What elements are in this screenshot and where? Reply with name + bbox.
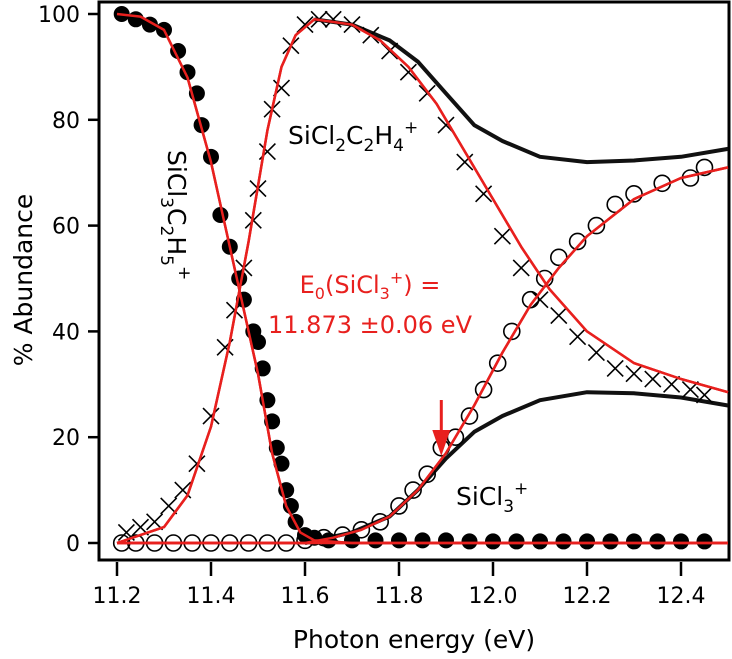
x-tick-label: 11.2 <box>93 584 142 609</box>
point-SiCl3C2H5+ <box>602 533 619 550</box>
line-fit-SiCl3+ <box>117 166 729 545</box>
point-SiCl3C2H5+ <box>555 533 572 550</box>
point-SiCl3+ <box>418 465 437 484</box>
point-SiCl3C2H5+ <box>673 533 689 550</box>
y-tick-label: 80 <box>52 109 80 134</box>
line-fit-SiCl3C2H5+ <box>116 12 728 545</box>
x-tick-label: 11.6 <box>281 584 330 609</box>
point-SiCl3+ <box>695 158 714 177</box>
line-model-lower <box>304 390 729 545</box>
annotation-line1: E0(SiCl3+) = <box>300 268 441 303</box>
point-SiCl2C2H4+ <box>569 328 587 346</box>
point-SiCl3+ <box>568 232 587 251</box>
point-SiCl2C2H4+ <box>587 343 605 362</box>
point-SiCl3+ <box>352 520 371 539</box>
x-tick-label: 11.4 <box>187 584 236 609</box>
x-tick-label: 11.8 <box>375 584 424 609</box>
point-SiCl3C2H5+ <box>696 533 713 550</box>
point-SiCl2C2H4+ <box>188 455 206 473</box>
point-SiCl3+ <box>460 407 479 425</box>
point-SiCl2C2H4+ <box>456 153 474 171</box>
point-SiCl3C2H5+ <box>461 533 478 550</box>
y-tick-label: 40 <box>52 320 80 345</box>
line-model-upper <box>314 17 729 165</box>
point-SiCl2C2H4+ <box>625 365 643 383</box>
point-SiCl3C2H5+ <box>532 533 548 550</box>
x-tick-label: 12.0 <box>469 584 518 609</box>
point-SiCl3+ <box>390 497 408 515</box>
point-SiCl3+ <box>488 354 507 372</box>
annotation-line2: 11.873 ±0.06 eV <box>268 311 473 339</box>
point-SiCl3C2H5+ <box>579 533 595 550</box>
point-SiCl2C2H4+ <box>695 386 714 404</box>
x-axis-label: Photon energy (eV) <box>293 625 535 654</box>
point-SiCl3C2H5+ <box>367 532 384 549</box>
y-tick-label: 100 <box>38 3 80 28</box>
y-tick-label: 60 <box>52 215 80 240</box>
point-SiCl2C2H4+ <box>550 306 568 325</box>
point-SiCl3+ <box>521 290 540 309</box>
point-SiCl3C2H5+ <box>127 11 144 28</box>
label-product2: SiCl3+ <box>456 479 528 517</box>
y-tick-label: 20 <box>52 426 80 451</box>
point-SiCl2C2H4+ <box>399 63 417 81</box>
arrow-head <box>432 430 451 456</box>
point-SiCl2C2H4+ <box>475 185 493 203</box>
point-SiCl2C2H4+ <box>493 227 511 245</box>
point-SiCl2C2H4+ <box>202 407 220 425</box>
point-SiCl3C2H5+ <box>438 532 454 549</box>
point-SiCl3C2H5+ <box>203 148 219 165</box>
point-SiCl3C2H5+ <box>414 532 431 549</box>
point-SiCl3C2H5+ <box>485 533 501 550</box>
label-reactant: SiCl3C2H5+ <box>156 150 194 280</box>
point-SiCl2C2H4+ <box>512 259 530 277</box>
line-fit-SiCl2C2H4+ <box>116 18 729 545</box>
point-SiCl3C2H5+ <box>391 532 407 549</box>
point-SiCl2C2H4+ <box>160 497 178 515</box>
x-tick-label: 12.2 <box>563 584 612 609</box>
point-SiCl3C2H5+ <box>250 333 266 350</box>
point-SiCl3C2H5+ <box>273 455 290 472</box>
point-SiCl3C2H5+ <box>508 533 525 550</box>
point-SiCl3C2H5+ <box>626 533 642 550</box>
point-SiCl2C2H4+ <box>663 375 681 393</box>
point-SiCl3C2H5+ <box>170 43 187 60</box>
x-tick-label: 12.4 <box>657 584 706 609</box>
point-SiCl2C2H4+ <box>296 16 314 34</box>
point-SiCl3+ <box>502 322 521 341</box>
point-SiCl3+ <box>371 513 390 531</box>
point-SiCl3C2H5+ <box>649 533 666 550</box>
point-SiCl3C2H5+ <box>282 497 299 514</box>
point-SiCl2C2H4+ <box>644 370 662 388</box>
plot-frame <box>97 0 731 562</box>
y-axis-label: % Abundance <box>9 194 38 367</box>
point-SiCl2C2H4+ <box>531 291 549 309</box>
label-product1: SiCl2C2H4+ <box>288 118 418 156</box>
point-SiCl2C2H4+ <box>606 359 624 377</box>
threshold-arrow <box>432 400 451 456</box>
point-SiCl3+ <box>587 216 606 235</box>
point-SiCl3+ <box>474 380 493 399</box>
point-SiCl3+ <box>625 185 643 203</box>
y-tick-label: 0 <box>66 532 80 557</box>
point-SiCl3+ <box>404 481 422 499</box>
